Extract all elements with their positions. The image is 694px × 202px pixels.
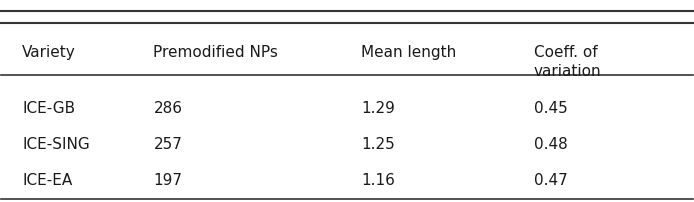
- Text: 1.29: 1.29: [361, 101, 395, 116]
- Text: Coeff. of
variation: Coeff. of variation: [534, 45, 601, 79]
- Text: 1.16: 1.16: [361, 173, 395, 188]
- Text: 197: 197: [153, 173, 183, 188]
- Text: ICE-SING: ICE-SING: [22, 137, 90, 152]
- Text: Mean length: Mean length: [361, 45, 456, 60]
- Text: 257: 257: [153, 137, 183, 152]
- Text: Premodified NPs: Premodified NPs: [153, 45, 278, 60]
- Text: 0.48: 0.48: [534, 137, 568, 152]
- Text: ICE-GB: ICE-GB: [22, 101, 75, 116]
- Text: Variety: Variety: [22, 45, 76, 60]
- Text: ICE-EA: ICE-EA: [22, 173, 72, 188]
- Text: 1.25: 1.25: [361, 137, 395, 152]
- Text: 286: 286: [153, 101, 183, 116]
- Text: 0.47: 0.47: [534, 173, 568, 188]
- Text: 0.45: 0.45: [534, 101, 568, 116]
